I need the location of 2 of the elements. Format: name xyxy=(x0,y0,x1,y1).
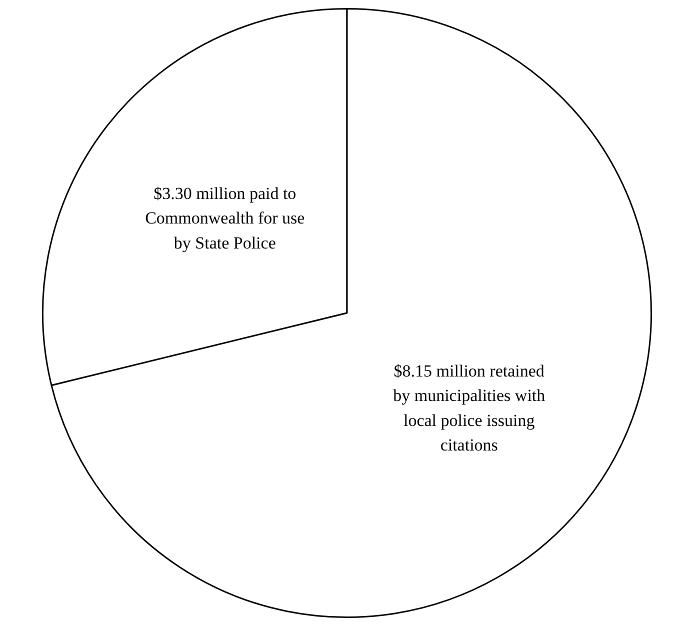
slice-label: $8.15 million retained by municipalities with local police issuing citations xyxy=(393,361,546,454)
slice-label: $3.30 million paid to Commonwealth for use by State Police xyxy=(145,184,305,252)
